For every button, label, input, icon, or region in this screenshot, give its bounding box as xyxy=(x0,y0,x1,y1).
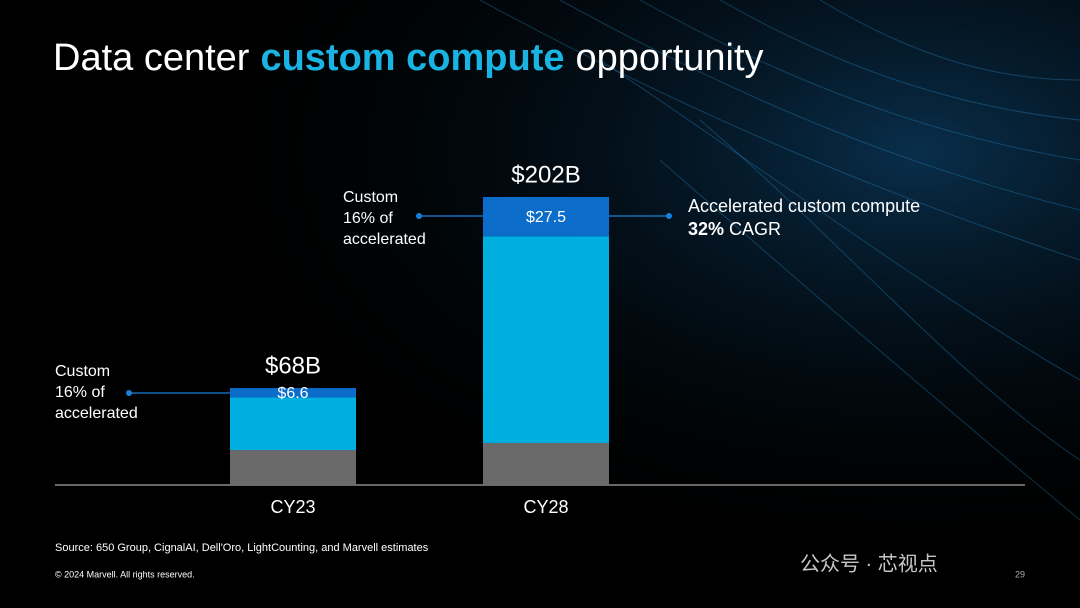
bar-segment xyxy=(483,236,609,443)
annotation-line: accelerated xyxy=(343,231,426,248)
title-start: Data center xyxy=(53,37,250,79)
bar-segment xyxy=(230,450,356,485)
total-label: $202B xyxy=(511,161,580,188)
segment-label: $6.6 xyxy=(277,385,308,402)
x-tick-label: CY23 xyxy=(270,497,315,517)
bar-segment xyxy=(483,442,609,485)
cagr-text: CAGR xyxy=(729,219,781,239)
annotation-line: Custom xyxy=(343,189,398,206)
cy23-annotation: Custom 16% of accelerated xyxy=(55,363,230,422)
copyright: © 2024 Marvell. All rights reserved. xyxy=(55,569,195,579)
growth-annotation: Accelerated custom compute xyxy=(688,196,920,216)
x-tick-label: CY28 xyxy=(523,497,568,517)
annotation-line: accelerated xyxy=(55,405,138,422)
title-end: opportunity xyxy=(576,37,764,79)
segment-label: $27.5 xyxy=(526,209,566,226)
cagr-annotation: 32% CAGR xyxy=(688,219,781,239)
title-highlight: custom compute xyxy=(260,37,564,79)
annotation-line: 16% of xyxy=(343,210,393,227)
slide-title: Data center custom compute opportunity xyxy=(53,37,764,79)
total-label: $68B xyxy=(265,352,321,379)
decorative-streaks xyxy=(479,0,1080,521)
annotation-line: Custom xyxy=(55,363,110,380)
watermark: 公众号 · 芯视点 xyxy=(800,552,938,575)
bar-segment xyxy=(483,197,609,237)
annotation-line: 16% of xyxy=(55,384,105,401)
connector-dot xyxy=(666,213,672,219)
source-note: Source: 650 Group, CignalAI, Dell'Oro, L… xyxy=(55,542,429,554)
bar-segment xyxy=(230,388,356,398)
cy28-annotation: Custom 16% of accelerated Accelerated cu… xyxy=(343,189,920,248)
cagr-value: 32% xyxy=(688,219,724,239)
bar-segment xyxy=(230,397,356,451)
page-number: 29 xyxy=(1015,569,1025,579)
